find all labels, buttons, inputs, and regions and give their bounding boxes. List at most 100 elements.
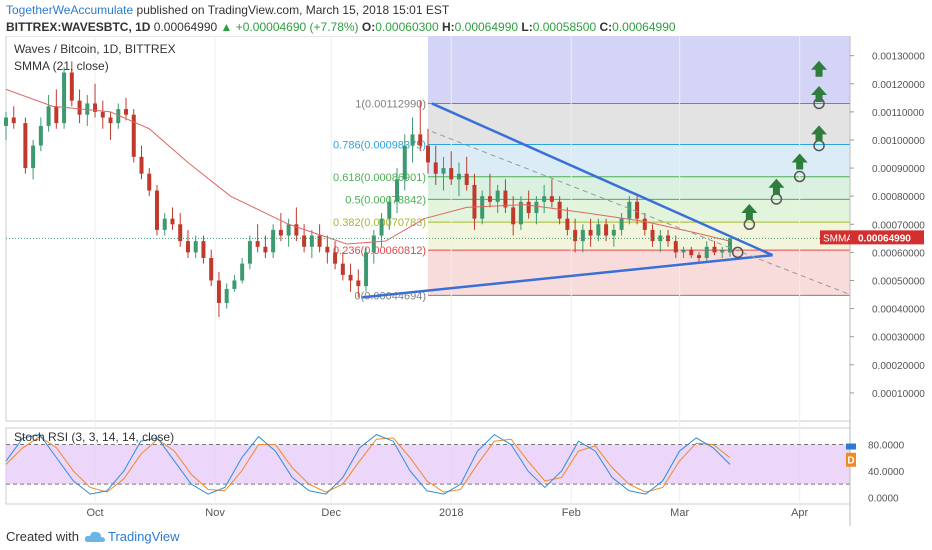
candle-body [611, 229, 616, 236]
price-tick-label: 0.00050000 [872, 276, 925, 287]
chart-title: Waves / Bitcoin, 1D, BITTREX [14, 42, 176, 56]
candle-body [387, 201, 392, 219]
last-price-tag [850, 230, 924, 245]
candle-body [286, 224, 291, 236]
rsi-tick-label: 80.0000 [868, 441, 905, 452]
rsi-tick-label: 40.0000 [868, 467, 905, 478]
candle-body [302, 235, 307, 247]
candle-body [170, 218, 175, 225]
candle-body [116, 109, 121, 124]
price-tick-label: 0.00120000 [872, 80, 925, 91]
candle-body [371, 235, 376, 253]
candle-body [666, 235, 671, 242]
candle-body [364, 252, 369, 287]
candle-body [464, 173, 469, 185]
candle-body [209, 258, 214, 281]
candle-body [573, 229, 578, 242]
price-tick-label: 0.00020000 [872, 361, 925, 372]
fib-level-label: 0.5(0.00078842) [345, 194, 426, 206]
candle-body [580, 229, 585, 242]
candle-body [511, 207, 516, 225]
rsi-tick-label: 0.0000 [868, 493, 899, 504]
target-circle-icon [731, 246, 744, 259]
last-price: 0.00064990 [153, 20, 218, 34]
candle-body [325, 246, 330, 253]
candle-body [503, 190, 508, 208]
candle-body [178, 224, 183, 242]
price-tick-label: 0.00010000 [872, 389, 925, 400]
candle-body [395, 179, 400, 202]
candle-body [549, 196, 554, 202]
candle-body [635, 201, 640, 219]
candle-body [4, 117, 8, 126]
change-value: +0.00004690 (+7.78%) [235, 20, 359, 34]
candle-body [247, 241, 252, 264]
candle-body [704, 246, 709, 259]
rsi-badge-label: D [847, 456, 854, 467]
candle-body [410, 134, 415, 146]
publish-line: TogetherWeAccumulate published on Tradin… [6, 3, 449, 17]
candle-body [604, 224, 609, 236]
price-tick-label: 0.00090000 [872, 164, 925, 175]
candle-body [673, 241, 678, 253]
candle-body [154, 190, 159, 230]
candle-body [720, 249, 725, 253]
time-tick-label: Dec [321, 507, 341, 519]
candle-body [379, 218, 384, 236]
candle-body [85, 103, 90, 115]
price-tick-label: 0.00080000 [872, 192, 925, 203]
candle-body [441, 168, 446, 174]
candle-body [596, 224, 601, 236]
candle-body [263, 246, 268, 253]
up-arrow-icon [768, 178, 785, 195]
rsi-band [6, 444, 850, 485]
up-arrow-icon [811, 60, 828, 77]
footer: Created with TradingView [0, 522, 932, 550]
open-value: 0.00060300 [375, 20, 439, 34]
candle-body [449, 168, 454, 180]
fib-level-label: 0.618(0.00086901) [333, 172, 426, 184]
up-arrow-icon [741, 204, 758, 221]
time-tick-label: Mar [670, 507, 689, 519]
author-link[interactable]: TogetherWeAccumulate [6, 3, 134, 17]
candle-body [38, 125, 43, 146]
candle-body [193, 241, 198, 253]
candle-body [147, 173, 152, 191]
price-chart[interactable]: 1(0.00112990) 0.786(0.00098375) 0.618(0.00… [0, 36, 932, 526]
time-tick-label: Oct [86, 507, 103, 519]
published-text: published on TradingView.com, March 15, … [136, 3, 450, 17]
candle-body [495, 190, 500, 202]
symbol-label: BITTREX:WAVESBTC, 1D [6, 20, 151, 34]
smma-line [5, 88, 731, 245]
price-tick-label: 0.00040000 [872, 305, 925, 316]
candle-body [54, 106, 59, 124]
candle-body [340, 263, 345, 275]
fib-zone [428, 222, 850, 251]
candle-body [426, 145, 430, 163]
fib-level-label: 0.236(0.00060812) [333, 245, 426, 257]
price-tick-label: 0.00110000 [872, 108, 925, 119]
price-tick-label: 0.00060000 [872, 248, 925, 259]
candle-body [294, 224, 299, 236]
high-value: 0.00064990 [454, 20, 519, 34]
candle-body [131, 114, 136, 157]
candle-body [542, 196, 547, 202]
candle-body [62, 72, 67, 124]
cloud-icon [84, 531, 105, 542]
candle-body [77, 100, 82, 115]
smma-tag [820, 230, 850, 245]
candle-body [93, 103, 98, 112]
indicator-label: SMMA (21, close) [14, 59, 109, 73]
candle-body [309, 235, 314, 247]
candle-body [650, 229, 655, 242]
symbol-line: BITTREX:WAVESBTC, 1D 0.00064990 ▲ +0.000… [6, 20, 676, 34]
lower-trendline [362, 253, 773, 299]
fib-zone [428, 250, 850, 296]
candle-body [216, 280, 221, 303]
candle-body [689, 249, 694, 256]
time-tick-label: Feb [562, 507, 581, 519]
tradingview-logo[interactable]: TradingView [84, 526, 214, 546]
candle-body [108, 117, 113, 124]
up-arrow-icon [811, 86, 828, 103]
candle-body [278, 229, 283, 236]
